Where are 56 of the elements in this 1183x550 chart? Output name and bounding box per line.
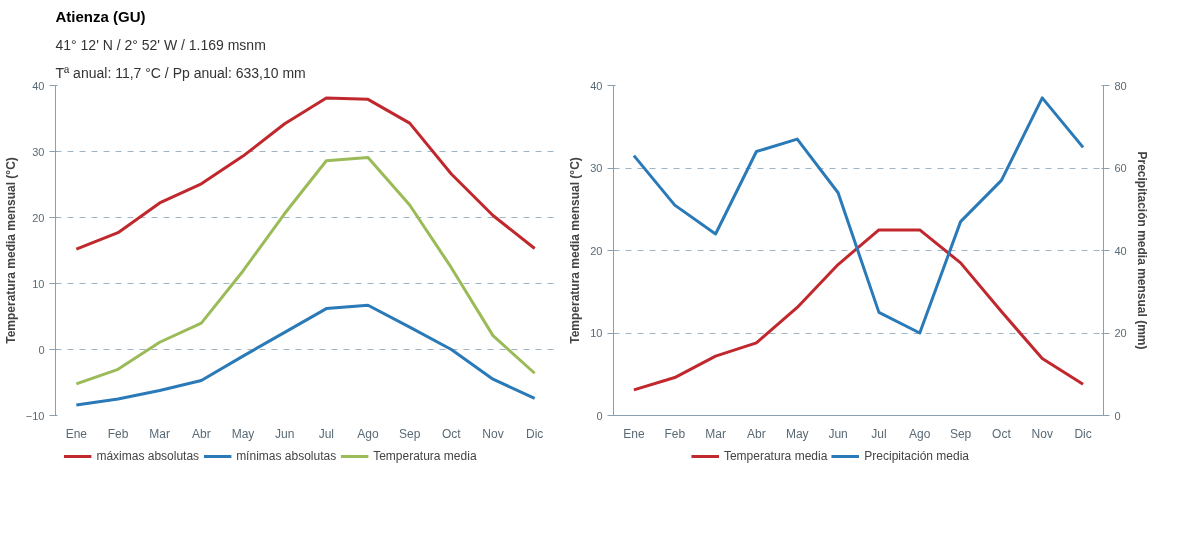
x-tick-label: Feb <box>664 426 686 441</box>
x-tick-label: Sep <box>398 426 421 441</box>
y2-axis-title: Precipitación media mensual (mm) <box>1134 151 1149 350</box>
y-tick-label: 30 <box>590 162 603 174</box>
y-tick-label: 20 <box>32 211 45 224</box>
y-tick-label: 20 <box>590 244 603 257</box>
line-series <box>632 96 1085 335</box>
legend-label: Precipitación media <box>864 449 970 463</box>
x-tick-label: May <box>785 426 809 441</box>
y2-tick-label: 80 <box>1114 79 1127 92</box>
line-series <box>74 96 537 251</box>
legend-label: Temperatura media <box>373 449 477 463</box>
x-tick-label: Abr <box>747 426 766 441</box>
y2-tick-label: 60 <box>1114 162 1127 174</box>
x-tick-label: Mar <box>705 426 726 441</box>
y-tick-label: 40 <box>32 79 45 92</box>
x-tick-label: Dic <box>1074 426 1092 441</box>
y-tick-label: 30 <box>32 145 45 158</box>
x-tick-label: Ene <box>65 426 88 441</box>
legend-label: máximas absolutas <box>96 449 200 463</box>
x-tick-label: Nov <box>482 426 504 441</box>
x-tick-label: Jul <box>871 426 887 441</box>
x-tick-label: May <box>231 426 255 441</box>
y-tick-label: 10 <box>590 327 603 339</box>
x-tick-label: Sep <box>949 426 972 441</box>
line-series <box>632 228 1085 392</box>
chart-subtitle: 41° 12' N / 2° 52' W / 1.169 msnm <box>55 36 266 53</box>
y2-tick-label: 40 <box>1114 244 1127 257</box>
y2-tick-label: 20 <box>1114 327 1127 339</box>
y2-tick-label: 0 <box>1114 409 1121 422</box>
x-tick-label: Abr <box>192 426 211 441</box>
x-tick-label: Feb <box>107 426 129 441</box>
line-series <box>74 155 537 386</box>
y-axis-title: Temperatura media mensual (°C) <box>3 157 18 344</box>
x-tick-label: Ago <box>909 426 931 441</box>
x-tick-label: Oct <box>442 426 462 441</box>
y-tick-label: 10 <box>32 277 45 290</box>
y-tick-label: −10 <box>25 409 45 422</box>
y-tick-label: 0 <box>596 409 603 422</box>
x-tick-label: Jul <box>318 426 335 441</box>
x-tick-label: Ene <box>623 426 645 441</box>
chart-title: Atienza (GU) <box>55 7 146 25</box>
text: Tª anual: 11,7 °C / Pp anual: 633,10 mm <box>55 64 306 81</box>
x-tick-label: Dic <box>526 426 544 441</box>
legend-label: Temperatura media <box>723 449 828 463</box>
y-axis-title: Temperatura media mensual (°C) <box>568 157 583 344</box>
x-tick-label: Jun <box>274 426 295 441</box>
legend-label: mínimas absolutas <box>236 449 337 463</box>
x-tick-label: Nov <box>1031 426 1053 441</box>
x-tick-label: Ago <box>357 426 379 441</box>
y-tick-label: 40 <box>590 79 603 92</box>
x-tick-label: Oct <box>992 426 1012 441</box>
x-tick-label: Mar <box>149 426 171 441</box>
x-tick-label: Jun <box>828 426 848 441</box>
line-series <box>74 303 537 407</box>
y-tick-label: 0 <box>38 343 45 356</box>
